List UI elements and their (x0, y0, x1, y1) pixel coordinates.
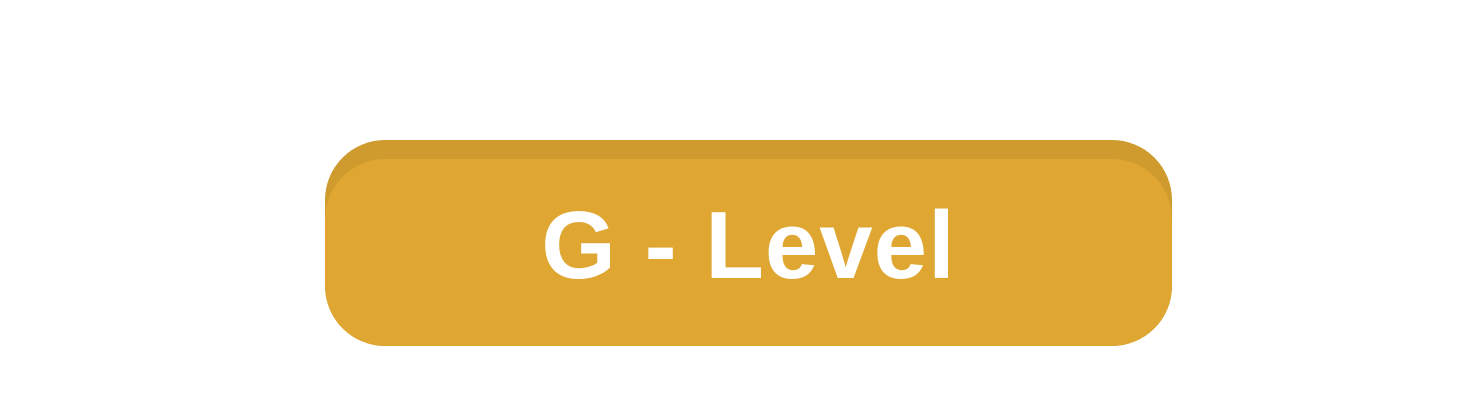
g-level-button[interactable]: G - Level (325, 140, 1172, 346)
g-level-button-label: G - Level (541, 192, 956, 299)
button-face (325, 159, 1172, 346)
